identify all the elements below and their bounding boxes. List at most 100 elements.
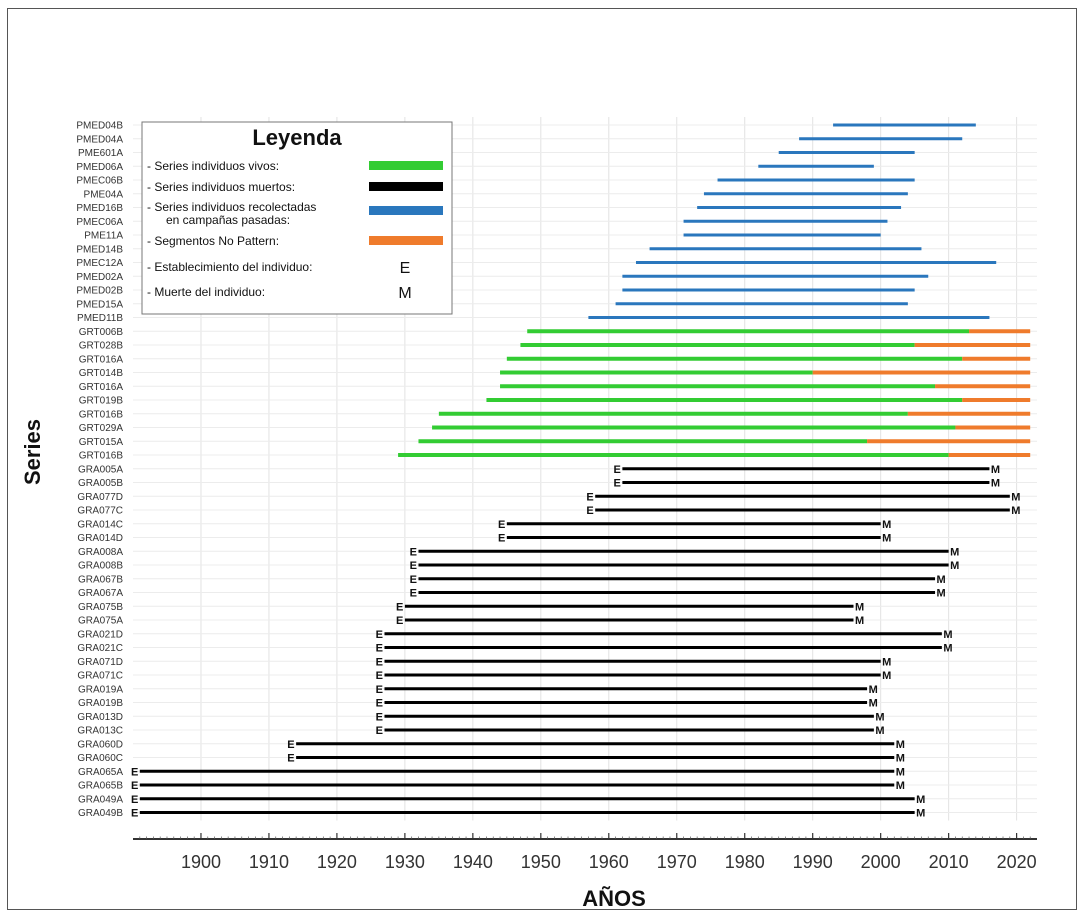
death-marker: M — [950, 560, 959, 572]
death-marker: M — [943, 643, 952, 655]
x-tick-label: 1990 — [793, 852, 833, 872]
series-label: GRT015A — [79, 437, 124, 448]
series-label: GRA019B — [78, 698, 123, 709]
x-tick-label: 1940 — [453, 852, 493, 872]
series-label: GRA008B — [78, 561, 123, 572]
death-marker: M — [937, 574, 946, 586]
series-label: GRT019B — [79, 396, 124, 407]
establishment-marker: E — [131, 780, 138, 792]
series-label: GRA021C — [77, 643, 123, 654]
series-label: GRA075B — [78, 602, 123, 613]
event-markers: E M E M E M E M E M E M E M E M E M E M E M E M E M E M E M E M E M E M E M E M… — [131, 464, 1021, 820]
establishment-marker: E — [498, 533, 505, 545]
series-label: GRA049A — [78, 794, 123, 805]
series-label: PMEC06A — [76, 217, 123, 228]
death-marker: M — [875, 725, 884, 737]
death-marker: M — [855, 615, 864, 627]
legend-label-line2: en campañas pasadas: — [166, 213, 290, 227]
legend-symbol: E — [400, 260, 411, 277]
legend-swatch — [369, 236, 443, 245]
establishment-marker: E — [376, 670, 383, 682]
establishment-marker: E — [287, 739, 294, 751]
legend-swatch — [369, 206, 443, 215]
series-label: GRA019A — [78, 684, 123, 695]
establishment-marker: E — [376, 711, 383, 723]
series-bars — [139, 123, 1031, 814]
x-tick-label: 2020 — [997, 852, 1037, 872]
series-label: PMED04B — [76, 121, 123, 132]
establishment-marker: E — [376, 698, 383, 710]
series-label: PME601A — [78, 148, 123, 159]
series-label: PMED15A — [76, 299, 123, 310]
x-tick-label: 1900 — [181, 852, 221, 872]
death-marker: M — [1011, 505, 1020, 517]
series-label: GRT014B — [79, 368, 124, 379]
series-label: GRA005B — [78, 478, 123, 489]
legend-swatch — [369, 182, 443, 191]
establishment-marker: E — [614, 478, 621, 490]
establishment-marker: E — [586, 505, 593, 517]
establishment-marker: E — [376, 656, 383, 668]
legend-box — [141, 121, 453, 315]
establishment-marker: E — [498, 519, 505, 531]
establishment-marker: E — [131, 766, 138, 778]
death-marker: M — [896, 739, 905, 751]
death-marker: M — [875, 711, 884, 723]
x-tick-label: 1950 — [521, 852, 561, 872]
establishment-marker: E — [396, 601, 403, 613]
series-label: PMED02B — [76, 286, 123, 297]
establishment-marker: E — [376, 643, 383, 655]
legend-label: - Segmentos No Pattern: — [147, 234, 279, 248]
legend-label: - Establecimiento del individuo: — [147, 260, 312, 274]
chart-frame — [7, 8, 1077, 910]
establishment-marker: E — [376, 629, 383, 641]
series-label: PMEC12A — [76, 258, 123, 269]
x-tick-label: 1920 — [317, 852, 357, 872]
legend-label: - Series individuos recolectadas — [147, 200, 316, 214]
series-label: PME11A — [84, 231, 123, 242]
legend-symbol: M — [398, 285, 411, 302]
series-label: GRT016B — [79, 451, 124, 462]
death-marker: M — [916, 808, 925, 820]
series-label: GRT016A — [79, 382, 124, 393]
establishment-marker: E — [410, 546, 417, 558]
establishment-marker: E — [131, 794, 138, 806]
series-label: GRA060D — [77, 739, 123, 750]
death-marker: M — [991, 464, 1000, 476]
series-label: GRT029A — [79, 423, 124, 434]
series-label: GRA060C — [77, 753, 123, 764]
death-marker: M — [950, 546, 959, 558]
series-label: PMED04A — [76, 134, 123, 145]
death-marker: M — [882, 519, 891, 531]
series-label: GRA014C — [77, 519, 123, 530]
death-marker: M — [896, 780, 905, 792]
establishment-marker: E — [586, 491, 593, 503]
series-label: PME04A — [84, 189, 124, 200]
series-label: GRA065B — [78, 781, 123, 792]
series-label: PMED06A — [76, 162, 123, 173]
x-tick-label: 1960 — [589, 852, 629, 872]
series-label: PMED11B — [77, 313, 123, 324]
series-label: GRA021D — [77, 629, 123, 640]
death-marker: M — [896, 753, 905, 765]
series-label: GRA067A — [78, 588, 123, 599]
series-label: GRA077C — [77, 506, 123, 517]
legend-label: - Series individuos muertos: — [147, 180, 295, 194]
establishment-marker: E — [396, 615, 403, 627]
establishment-marker: E — [287, 753, 294, 765]
death-marker: M — [916, 794, 925, 806]
series-label: PMED14B — [76, 244, 123, 255]
y-axis-title: Series — [20, 419, 45, 485]
series-label: GRA071D — [77, 657, 123, 668]
series-label: GRA049B — [78, 808, 123, 819]
legend-title: Leyenda — [252, 125, 342, 150]
series-label: GRA077D — [77, 492, 123, 503]
series-label: PMED02A — [76, 272, 123, 283]
x-tick-label: 1970 — [657, 852, 697, 872]
establishment-marker: E — [410, 560, 417, 572]
death-marker: M — [882, 533, 891, 545]
death-marker: M — [991, 478, 1000, 490]
legend-entries: - Series individuos vivos: - Series indiv… — [147, 159, 443, 302]
x-axis-title: AÑOS — [582, 886, 646, 911]
